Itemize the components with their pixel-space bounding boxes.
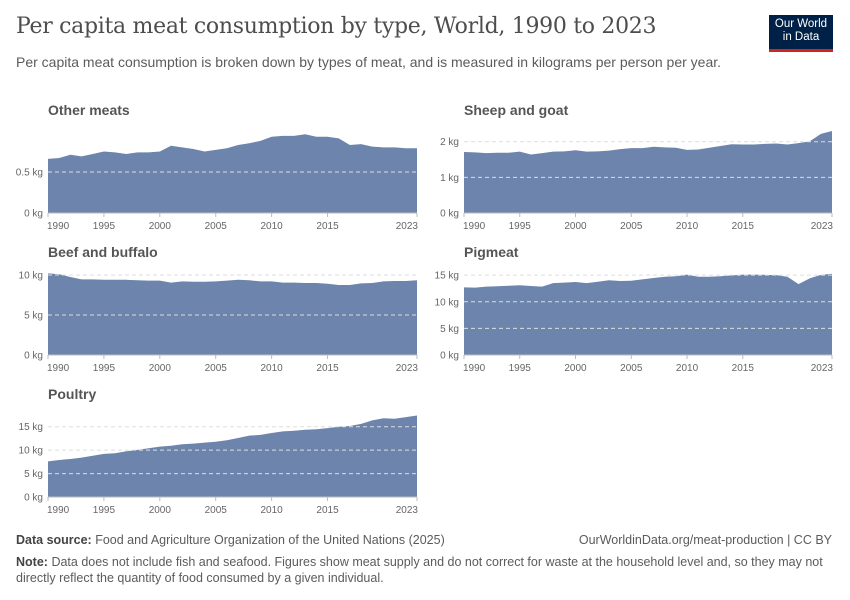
note-label: Note:: [16, 555, 48, 569]
x-tick-label: 1995: [93, 505, 116, 516]
area-beef-and-buffalo: [48, 273, 417, 355]
x-tick-label: 1990: [463, 221, 486, 232]
chart-subtitle: Per capita meat consumption is broken do…: [16, 54, 722, 70]
panel-title-poultry: Poultry: [48, 386, 96, 402]
x-tick-label: 1995: [93, 363, 116, 374]
panel-title-sheep-and-goat: Sheep and goat: [464, 102, 569, 118]
x-tick-label: 1990: [47, 221, 70, 232]
data-source: Data source: Food and Agriculture Organi…: [16, 533, 445, 547]
x-tick-label: 2010: [261, 221, 284, 232]
y-tick-label: 0 kg: [24, 351, 43, 362]
area-other-meats: [48, 134, 417, 213]
chart-note: Note: Data does not include fish and sea…: [16, 554, 826, 586]
x-tick-label: 2000: [564, 221, 587, 232]
x-tick-label: 2010: [261, 505, 284, 516]
y-tick-label: 5 kg: [24, 311, 43, 322]
chart-url-license[interactable]: OurWorldinData.org/meat-production | CC …: [578, 533, 832, 547]
x-tick-label: 2015: [316, 221, 339, 232]
y-tick-label: 15 kg: [435, 271, 459, 282]
x-tick-label: 2015: [316, 505, 339, 516]
x-tick-label: 2005: [620, 221, 643, 232]
y-tick-label: 10 kg: [19, 446, 43, 457]
x-tick-label: 2005: [205, 363, 228, 374]
x-tick-label: 1990: [47, 505, 70, 516]
x-tick-label: 2005: [620, 363, 643, 374]
x-tick-label: 1995: [509, 221, 532, 232]
y-tick-label: 5 kg: [440, 324, 459, 335]
y-tick-label: 5 kg: [24, 469, 43, 480]
x-tick-label: 2023: [396, 221, 419, 232]
y-tick-label: 0 kg: [440, 209, 459, 220]
panel-title-other-meats: Other meats: [48, 102, 130, 118]
y-tick-label: 0 kg: [24, 209, 43, 220]
panel-title-beef-and-buffalo: Beef and buffalo: [48, 244, 158, 260]
x-tick-label: 2015: [316, 363, 339, 374]
x-tick-label: 2023: [396, 505, 419, 516]
y-tick-label: 10 kg: [435, 297, 459, 308]
x-tick-label: 2005: [205, 221, 228, 232]
chart-title: Per capita meat consumption by type, Wor…: [16, 14, 657, 39]
y-tick-label: 10 kg: [19, 271, 43, 282]
x-tick-label: 2010: [676, 363, 699, 374]
logo-line-1: Our World: [774, 18, 828, 30]
x-tick-label: 1990: [463, 363, 486, 374]
area-sheep-and-goat: [464, 131, 832, 213]
panel-title-pigmeat: Pigmeat: [464, 244, 519, 260]
x-tick-label: 2023: [811, 363, 834, 374]
x-tick-label: 2010: [676, 221, 699, 232]
logo-line-2: in Data: [782, 31, 820, 43]
x-tick-label: 2000: [149, 505, 172, 516]
area-poultry: [48, 415, 417, 497]
x-tick-label: 2023: [396, 363, 419, 374]
y-tick-label: 0.5 kg: [16, 168, 43, 179]
source-text[interactable]: Food and Agriculture Organization of the…: [95, 533, 445, 547]
x-tick-label: 2023: [811, 221, 834, 232]
x-tick-label: 2015: [732, 363, 755, 374]
x-tick-label: 2000: [149, 221, 172, 232]
x-tick-label: 2000: [149, 363, 172, 374]
y-tick-label: 15 kg: [19, 422, 43, 433]
x-tick-label: 2015: [732, 221, 755, 232]
x-tick-label: 2005: [205, 505, 228, 516]
x-tick-label: 1990: [47, 363, 70, 374]
note-text: Data does not include fish and seafood. …: [16, 555, 823, 585]
x-tick-label: 1995: [509, 363, 532, 374]
source-label: Data source:: [16, 533, 92, 547]
x-tick-label: 2010: [261, 363, 284, 374]
y-tick-label: 1 kg: [440, 173, 459, 184]
y-tick-label: 0 kg: [24, 493, 43, 504]
y-tick-label: 2 kg: [440, 137, 459, 148]
owid-logo[interactable]: Our World in Data: [769, 15, 833, 52]
y-tick-label: 0 kg: [440, 351, 459, 362]
x-tick-label: 2000: [564, 363, 587, 374]
area-pigmeat: [464, 273, 832, 355]
x-tick-label: 1995: [93, 221, 116, 232]
